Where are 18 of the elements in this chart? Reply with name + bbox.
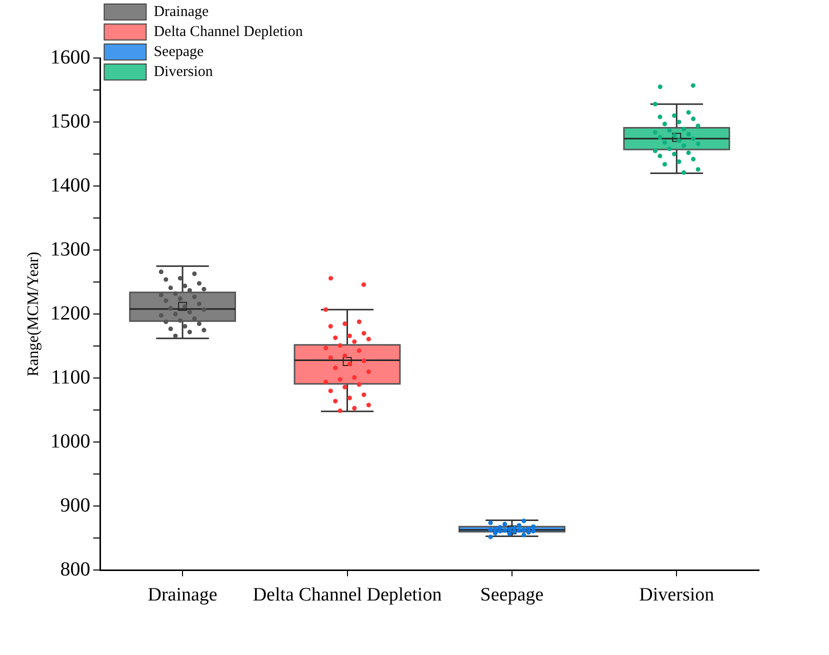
y-tick-label: 1600 <box>50 46 90 68</box>
y-tick-label: 1500 <box>50 110 90 132</box>
y-tick-label: 1100 <box>50 366 90 388</box>
legend-label: Drainage <box>154 4 210 20</box>
y-tick-label: 800 <box>60 558 90 580</box>
y-axis-title: Range(MCM/Year) <box>24 252 42 376</box>
legend-label: Delta Channel Depletion <box>154 24 304 40</box>
y-tick-label: 1300 <box>50 238 90 260</box>
x-tick-label: Diversion <box>639 584 715 606</box>
legend-label: Seepage <box>154 44 204 60</box>
x-tick-label: Drainage <box>148 584 218 606</box>
y-tick-label: 1000 <box>50 430 90 452</box>
y-tick-label: 1200 <box>50 302 90 324</box>
legend-label: Diversion <box>154 64 214 80</box>
x-tick-label: Seepage <box>480 584 544 606</box>
x-tick-label: Delta Channel Depletion <box>252 584 442 606</box>
y-tick-label: 900 <box>60 494 90 516</box>
y-tick-label: 1400 <box>50 174 90 196</box>
